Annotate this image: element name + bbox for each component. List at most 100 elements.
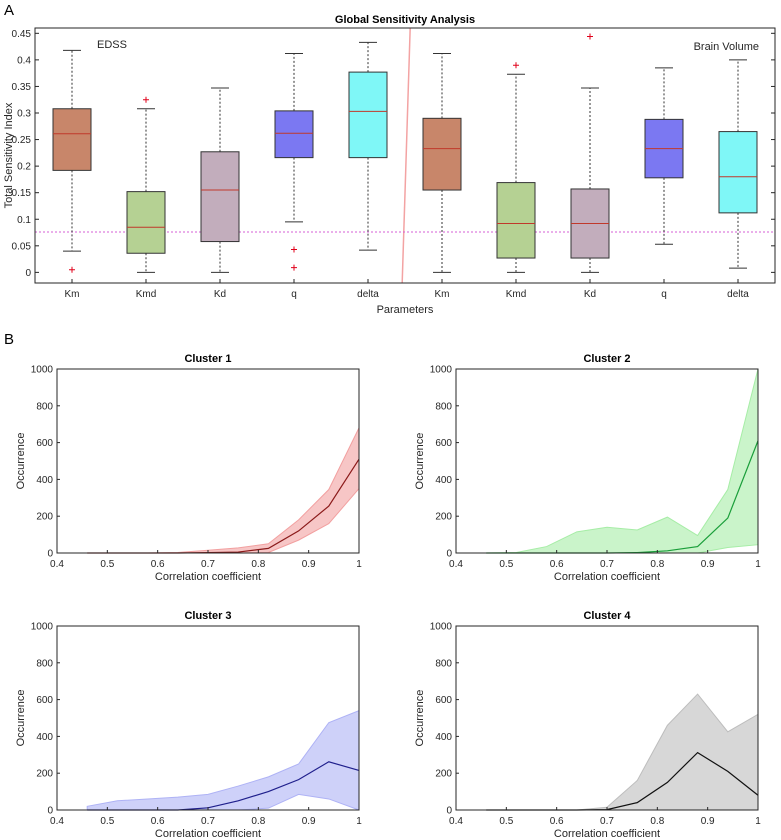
- x-tick-label-q-edss: q: [291, 289, 297, 300]
- chart-title: Global Sensitivity Analysis: [335, 14, 475, 26]
- x-tick-label: 0.8: [650, 559, 664, 570]
- x-tick-label-delta-edss: delta: [357, 289, 379, 300]
- y-tick-label: 0: [25, 268, 31, 279]
- x-tick-label: 0.7: [201, 559, 215, 570]
- box-q-edss: [275, 111, 313, 158]
- x-tick-label: 0.8: [251, 559, 265, 570]
- y-axis-label: Occurrence: [414, 690, 426, 747]
- x-tick-label-kd-edss: Kd: [214, 289, 226, 300]
- x-tick-label: 0.9: [302, 816, 316, 827]
- x-tick-label: 1: [755, 816, 761, 827]
- x-axis-label: Correlation coefficient: [554, 571, 660, 583]
- x-axis-label: Correlation coefficient: [155, 828, 261, 840]
- x-tick-label-km-edss: Km: [65, 289, 80, 300]
- y-tick-label: 600: [435, 438, 452, 449]
- y-tick-label: 400: [36, 732, 53, 743]
- y-tick-label: 800: [36, 658, 53, 669]
- box-kmd-edss: [127, 192, 165, 254]
- x-tick-label: 0.6: [151, 559, 165, 570]
- y-tick-label: 600: [435, 695, 452, 706]
- x-tick-label: 1: [356, 816, 362, 827]
- x-tick-label: 0.7: [201, 816, 215, 827]
- y-tick-label: 1000: [430, 365, 453, 376]
- y-tick-label: 0: [47, 549, 53, 560]
- x-tick-label: 0.5: [499, 816, 513, 827]
- y-tick-label: 0.1: [17, 215, 31, 226]
- x-tick-label: 0.4: [50, 816, 64, 827]
- y-tick-label: 0: [47, 806, 53, 817]
- y-tick-label: 400: [435, 475, 452, 486]
- y-axis-label: Total Sensitivity Index: [3, 102, 15, 208]
- y-axis-label: Occurrence: [15, 433, 27, 490]
- x-tick-label: 0.8: [650, 816, 664, 827]
- y-tick-label: 0: [446, 549, 452, 560]
- y-tick-label: 400: [435, 732, 452, 743]
- x-tick-label-q-brain-volume: q: [661, 289, 667, 300]
- x-tick-label: 0.6: [550, 816, 564, 827]
- chart-title: Cluster 2: [583, 353, 630, 365]
- x-tick-label: 0.5: [100, 816, 114, 827]
- y-tick-label: 0.3: [17, 109, 31, 120]
- x-tick-label-kmd-edss: Kmd: [136, 289, 157, 300]
- y-tick-label: 200: [435, 769, 452, 780]
- box-kd-edss: [201, 152, 239, 242]
- y-tick-label: 600: [36, 695, 53, 706]
- y-axis-label: Occurrence: [15, 690, 27, 747]
- y-tick-label: 200: [36, 512, 53, 523]
- x-tick-label: 0.9: [701, 559, 715, 570]
- y-tick-label: 0.05: [12, 241, 32, 252]
- box-delta-edss: [349, 72, 387, 158]
- y-tick-label: 800: [435, 658, 452, 669]
- x-tick-label: 0.7: [600, 559, 614, 570]
- y-tick-label: 0.35: [12, 82, 32, 93]
- x-tick-label-km-brain-volume: Km: [435, 289, 450, 300]
- cluster-3-chart: Cluster 3 0.4 0.5 0.6 0.7 0.8 0.9 1 0 200 400 600 80…: [15, 610, 362, 840]
- y-tick-label: 800: [36, 401, 53, 412]
- box-km-brain-volume: [423, 118, 461, 190]
- y-tick-label: 0.4: [17, 55, 31, 66]
- x-tick-label-delta-brain-volume: delta: [727, 289, 749, 300]
- chart-title: Cluster 3: [184, 610, 231, 622]
- cluster-2-chart: Cluster 2 0.4 0.5 0.6 0.7 0.8 0.9 1 0 200 400 600 80…: [414, 353, 761, 583]
- y-tick-label: 1000: [31, 365, 54, 376]
- y-tick-label: 0: [446, 806, 452, 817]
- cluster-1-chart: Cluster 1 0.4 0.5 0.6 0.7 0.8 0.9 1 0 200 400 600 80…: [15, 353, 362, 583]
- boxplot-chart: Global Sensitivity Analysis 0 0.05 0.1 0.15 0…: [3, 14, 775, 316]
- y-tick-label: 200: [435, 512, 452, 523]
- y-tick-label: 0.45: [12, 29, 32, 40]
- x-tick-label: 1: [356, 559, 362, 570]
- box-delta-brain-volume: [719, 132, 757, 213]
- panel-label-b: B: [4, 331, 14, 348]
- figure: A B Global Sensitivity Analysis 0 0.05 0.1 0…: [0, 0, 781, 840]
- x-axis-label: Correlation coefficient: [554, 828, 660, 840]
- y-tick-label: 1000: [430, 622, 453, 633]
- x-tick-label: 0.4: [50, 559, 64, 570]
- x-tick-label: 0.5: [100, 559, 114, 570]
- x-tick-label: 1: [755, 559, 761, 570]
- x-tick-label: 0.7: [600, 816, 614, 827]
- cluster-4-chart: Cluster 40.4 0.5 0.6 0.7 0.8 0.9 1020040060080…: [414, 610, 761, 840]
- y-tick-label: 0.2: [17, 162, 31, 173]
- x-tick-label: 0.9: [701, 816, 715, 827]
- x-axis-label: Correlation coefficient: [155, 571, 261, 583]
- x-tick-label: 0.9: [302, 559, 316, 570]
- x-tick-label: 0.8: [251, 816, 265, 827]
- x-tick-label-kmd-brain-volume: Kmd: [506, 289, 527, 300]
- x-tick-label-kd-brain-volume: Kd: [584, 289, 596, 300]
- box-kmd-brain-volume: [497, 183, 535, 258]
- panel-label-a: A: [4, 2, 14, 19]
- y-tick-label: 400: [36, 475, 53, 486]
- x-tick-label: 0.6: [550, 559, 564, 570]
- chart-title: Cluster 1: [184, 353, 231, 365]
- chart-title: Cluster 4: [583, 610, 631, 622]
- x-tick-label: 0.6: [151, 816, 165, 827]
- group-label: EDSS: [97, 39, 127, 51]
- box-km-edss: [53, 109, 91, 171]
- group-label: Brain Volume: [694, 41, 759, 53]
- x-tick-label: 0.5: [499, 559, 513, 570]
- y-tick-label: 600: [36, 438, 53, 449]
- y-tick-label: 200: [36, 769, 53, 780]
- y-tick-label: 1000: [31, 622, 54, 633]
- x-tick-label: 0.4: [449, 559, 463, 570]
- y-axis-label: Occurrence: [414, 433, 426, 490]
